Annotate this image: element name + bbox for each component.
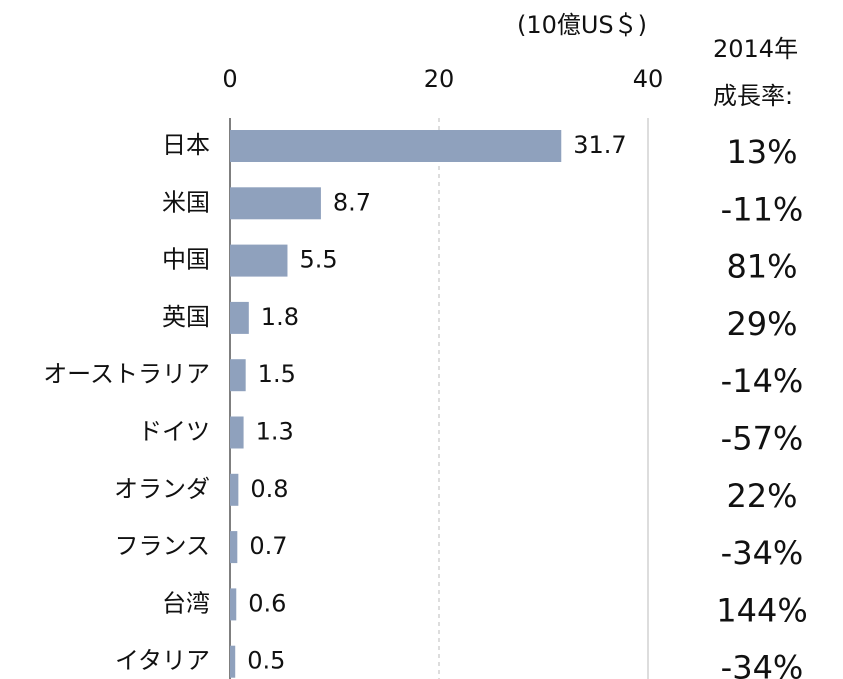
growth-label: -34%: [721, 534, 804, 572]
growth-label: -57%: [721, 420, 804, 458]
bar: [230, 473, 239, 506]
bar: [230, 301, 249, 334]
growth-title: 2014年: [713, 35, 798, 63]
growth-label: -11%: [721, 190, 804, 228]
bar: [230, 531, 238, 564]
value-label: 0.7: [249, 532, 287, 560]
bar: [230, 416, 244, 449]
y-tick-label: 日本: [162, 131, 210, 159]
y-tick-label: 英国: [162, 303, 210, 331]
y-tick-label: 米国: [162, 188, 210, 216]
y-tick-label: 台湾: [162, 589, 210, 617]
value-label: 31.7: [573, 131, 626, 159]
bar: [230, 359, 246, 392]
bar: [230, 588, 237, 621]
growth-label: 13%: [726, 133, 797, 171]
value-label: 1.3: [256, 418, 294, 446]
y-tick-label: ドイツ: [138, 418, 210, 446]
value-label: 1.5: [258, 360, 296, 388]
growth-title: 成長率:: [713, 82, 793, 110]
growth-label: -14%: [721, 362, 804, 400]
y-tick-label: イタリア: [115, 647, 210, 675]
growth-label: 81%: [726, 248, 797, 286]
y-tick-label: オーストラリア: [43, 360, 210, 388]
x-tick-label: 40: [633, 65, 664, 93]
bar: [230, 130, 562, 162]
growth-label: 29%: [726, 305, 797, 343]
growth-label: 22%: [726, 477, 797, 515]
bar: [230, 645, 236, 678]
value-label: 8.7: [333, 188, 371, 216]
value-label: 1.8: [261, 303, 299, 331]
value-label: 5.5: [299, 246, 337, 274]
y-tick-label: 中国: [162, 246, 210, 274]
bar: [230, 187, 321, 220]
x-tick-label: 0: [222, 65, 237, 93]
value-label: 0.6: [248, 589, 286, 617]
growth-label: -34%: [721, 649, 804, 679]
value-label: 0.8: [250, 475, 288, 503]
growth-label: 144%: [716, 591, 807, 629]
value-label: 0.5: [247, 647, 285, 675]
x-axis-label: (10億US＄): [517, 11, 647, 39]
y-tick-label: オランダ: [114, 475, 210, 503]
y-tick-label: フランス: [114, 532, 210, 560]
bar: [230, 244, 288, 277]
x-tick-label: 20: [424, 65, 455, 93]
